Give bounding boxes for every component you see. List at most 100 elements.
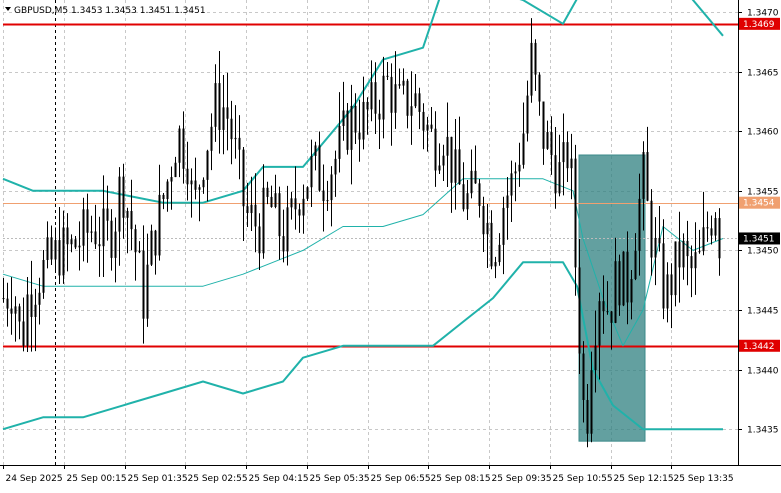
candle-body[interactable] [250, 204, 253, 214]
candle-body[interactable] [306, 187, 309, 199]
candle-body[interactable] [410, 106, 413, 116]
candle-body[interactable] [350, 105, 353, 150]
candle-body[interactable] [526, 95, 529, 134]
candle-body[interactable] [442, 155, 445, 166]
candle-body[interactable] [46, 237, 49, 261]
candle-body[interactable] [78, 245, 81, 248]
candle-body[interactable] [538, 74, 541, 102]
candle-body[interactable] [446, 136, 449, 156]
candle-body[interactable] [574, 158, 577, 268]
candle-body[interactable] [450, 136, 453, 183]
candle-body[interactable] [482, 205, 485, 235]
candle-body[interactable] [690, 256, 693, 269]
candle-body[interactable] [110, 220, 113, 258]
candle-body[interactable] [34, 304, 37, 317]
candle-body[interactable] [346, 110, 349, 150]
candle-body[interactable] [86, 209, 89, 233]
candle-body[interactable] [374, 82, 377, 114]
candle-body[interactable] [310, 155, 313, 188]
candle-body[interactable] [490, 222, 493, 267]
candle-body[interactable] [578, 267, 581, 354]
candle-body[interactable] [262, 187, 265, 254]
candle-body[interactable] [198, 187, 201, 190]
candle-body[interactable] [218, 83, 221, 130]
candle-body[interactable] [114, 231, 117, 258]
candle-body[interactable] [158, 194, 161, 256]
candle-body[interactable] [398, 84, 401, 86]
candle-body[interactable] [2, 298, 5, 300]
candle-body[interactable] [626, 251, 629, 303]
candle-body[interactable] [314, 145, 317, 156]
candle-body[interactable] [126, 210, 129, 218]
candle-body[interactable] [170, 177, 173, 182]
candle-body[interactable] [118, 176, 121, 232]
candle-body[interactable] [454, 149, 457, 183]
candle-body[interactable] [54, 240, 57, 260]
candle-body[interactable] [414, 93, 417, 107]
candle-body[interactable] [106, 208, 109, 221]
candle-body[interactable] [330, 174, 333, 201]
candle-body[interactable] [478, 183, 481, 206]
candle-body[interactable] [670, 274, 673, 296]
candle-body[interactable] [686, 240, 689, 257]
candle-body[interactable] [130, 210, 133, 230]
candle-body[interactable] [162, 194, 165, 200]
candle-body[interactable] [30, 294, 33, 317]
candle-body[interactable] [558, 162, 561, 194]
candle-body[interactable] [258, 226, 261, 254]
candle-body[interactable] [434, 128, 437, 171]
candle-body[interactable] [338, 125, 341, 159]
candle-body[interactable] [150, 230, 153, 265]
chevron-down-icon[interactable] [5, 7, 11, 11]
candle-body[interactable] [286, 207, 289, 252]
candle-body[interactable] [18, 306, 21, 322]
candle-body[interactable] [534, 42, 537, 75]
candle-body[interactable] [6, 298, 9, 309]
candle-body[interactable] [458, 149, 461, 185]
candle-body[interactable] [154, 230, 157, 256]
candle-body[interactable] [422, 111, 425, 131]
candle-body[interactable] [270, 196, 273, 208]
candle-body[interactable] [142, 250, 145, 319]
candle-body[interactable] [550, 132, 553, 156]
candle-body[interactable] [38, 292, 41, 305]
candle-body[interactable] [718, 218, 721, 259]
candle-body[interactable] [82, 209, 85, 246]
candle-body[interactable] [174, 162, 177, 178]
candle-body[interactable] [554, 155, 557, 194]
candle-body[interactable] [50, 237, 53, 260]
candle-body[interactable] [210, 126, 213, 151]
candle-body[interactable] [298, 209, 301, 216]
candle-body[interactable] [234, 137, 237, 140]
candle-body[interactable] [266, 187, 269, 197]
candle-body[interactable] [10, 308, 13, 314]
candle-body[interactable] [294, 198, 297, 210]
candle-body[interactable] [698, 251, 701, 253]
candle-body[interactable] [586, 400, 589, 434]
candle-body[interactable] [418, 93, 421, 112]
candle-body[interactable] [650, 200, 653, 258]
candle-body[interactable] [562, 142, 565, 163]
candle-body[interactable] [178, 128, 181, 163]
candle-body[interactable] [386, 75, 389, 77]
candle-body[interactable] [290, 198, 293, 208]
candle-body[interactable] [522, 133, 525, 165]
candle-body[interactable] [202, 179, 205, 188]
candle-body[interactable] [622, 251, 625, 306]
candle-body[interactable] [238, 137, 241, 150]
candle-body[interactable] [394, 84, 397, 113]
candle-body[interactable] [406, 80, 409, 116]
candle-body[interactable] [214, 83, 217, 127]
candle-body[interactable] [278, 193, 281, 237]
candle-body[interactable] [390, 76, 393, 113]
candle-body[interactable] [430, 124, 433, 129]
candle-body[interactable] [582, 353, 585, 401]
candle-body[interactable] [42, 260, 45, 293]
candle-body[interactable] [662, 243, 665, 309]
candles-layer[interactable] [2, 18, 721, 448]
candle-body[interactable] [598, 301, 601, 346]
candle-body[interactable] [642, 152, 645, 199]
candle-body[interactable] [134, 229, 137, 253]
